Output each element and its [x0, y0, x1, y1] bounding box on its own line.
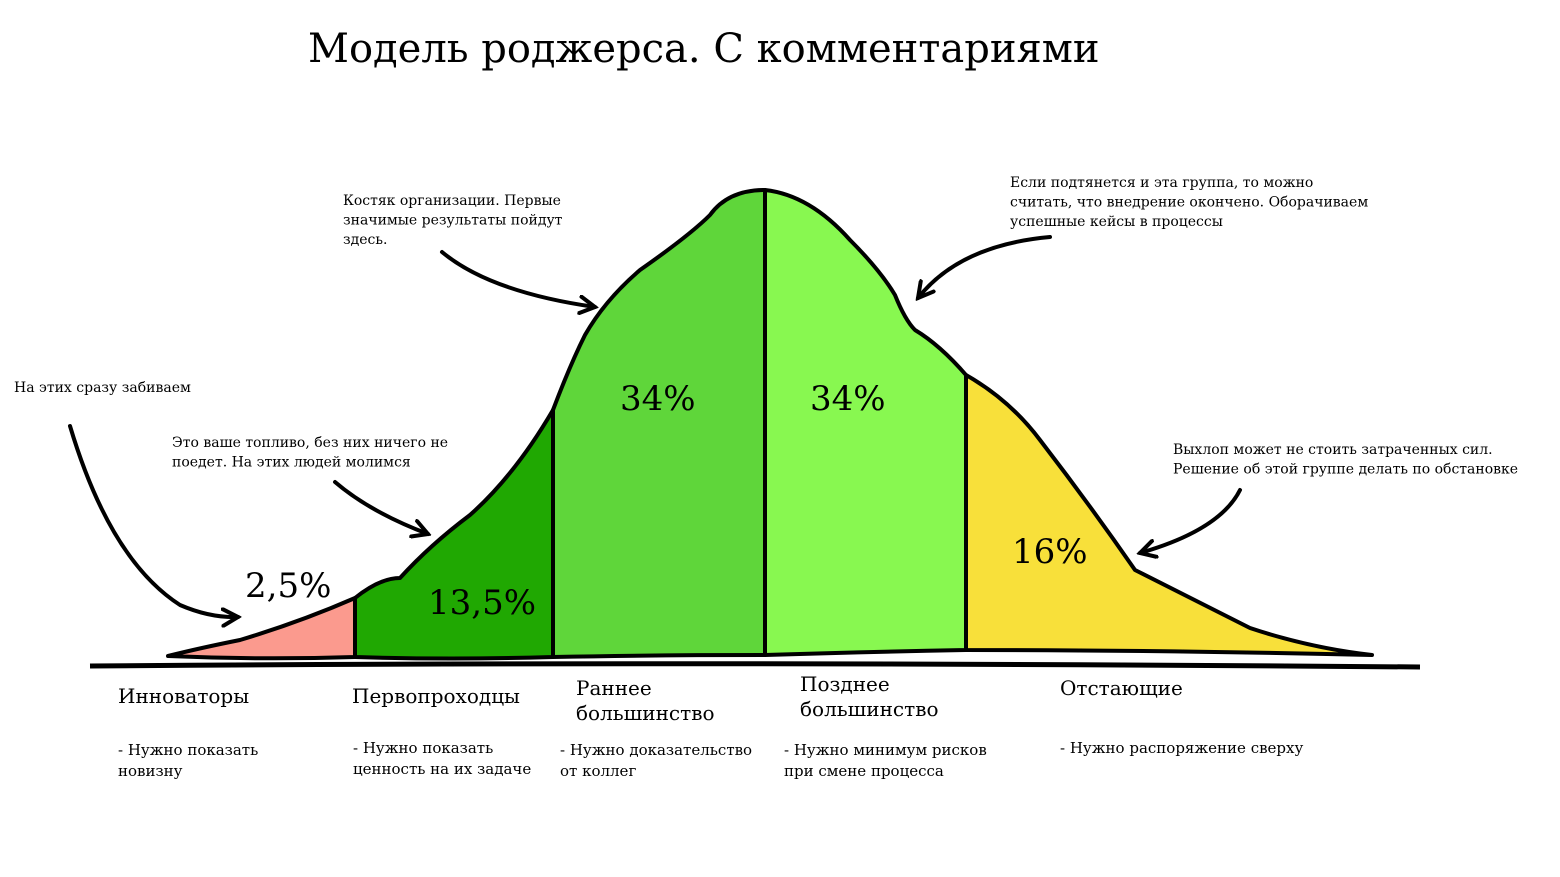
- arrow: [918, 235, 1052, 298]
- segment-early-majority: [551, 188, 767, 659]
- segment-need: - Нужно доказательство: [560, 741, 752, 759]
- segment-need: - Нужно показать: [353, 739, 493, 757]
- segment-laggards: [964, 373, 1374, 657]
- segment-need: от коллег: [560, 762, 636, 780]
- segment-label: Раннее: [576, 676, 652, 700]
- title: Модель роджерса. С комментариями: [308, 26, 1100, 72]
- segment-label: большинство: [800, 697, 939, 721]
- percent-label: 16%: [1012, 532, 1088, 572]
- comment: здесь.: [343, 232, 387, 248]
- segment-label: большинство: [576, 701, 715, 725]
- segment-innovators: [166, 596, 357, 661]
- comment: Костяк организации. Первые: [343, 193, 561, 209]
- segment-early-adopters: [353, 408, 555, 661]
- segment-need: - Нужно распоряжение сверху: [1060, 739, 1303, 757]
- percent-label: 34%: [810, 379, 886, 419]
- arrow: [333, 480, 428, 534]
- comment: значимые результаты пойдут: [343, 213, 563, 229]
- segment-label: Первопроходцы: [352, 684, 520, 708]
- comment: поедет. На этих людей молимся: [172, 455, 411, 471]
- segment-need: - Нужно показать: [118, 741, 258, 759]
- arrow: [440, 250, 595, 307]
- comment: Выхлоп может не стоить затраченных сил.: [1173, 442, 1493, 458]
- comment: Это ваше топливо, без них ничего не: [172, 435, 448, 451]
- segment-need: ценность на их задаче: [353, 760, 531, 778]
- percent-label: 34%: [620, 379, 696, 419]
- arrow: [1140, 488, 1242, 553]
- comment: Если подтянется и эта группа, то можно: [1010, 175, 1313, 191]
- percent-label: 2,5%: [245, 566, 331, 606]
- segment-label: Инноваторы: [118, 684, 249, 708]
- segment-label: Отстающие: [1060, 676, 1183, 700]
- segment-need: при смене процесса: [784, 762, 944, 780]
- comment: считать, что внедрение окончено. Оборачи…: [1010, 195, 1368, 211]
- percent-label: 13,5%: [428, 583, 536, 623]
- segment-need: - Нужно минимум рисков: [784, 741, 987, 759]
- comment: На этих сразу забиваем: [14, 380, 191, 396]
- baseline: [89, 661, 1421, 670]
- segment-need: новизну: [118, 762, 183, 780]
- comment: успешные кейсы в процессы: [1010, 214, 1223, 230]
- arrow: [68, 424, 238, 617]
- labels: 2,5% Инноваторы - Нужно показать новизну 13,…: [14, 175, 1518, 780]
- segment-label: Позднее: [800, 672, 890, 696]
- segment-late-majority: [763, 188, 968, 657]
- comment: Решение об этой группе делать по обстано…: [1173, 462, 1518, 478]
